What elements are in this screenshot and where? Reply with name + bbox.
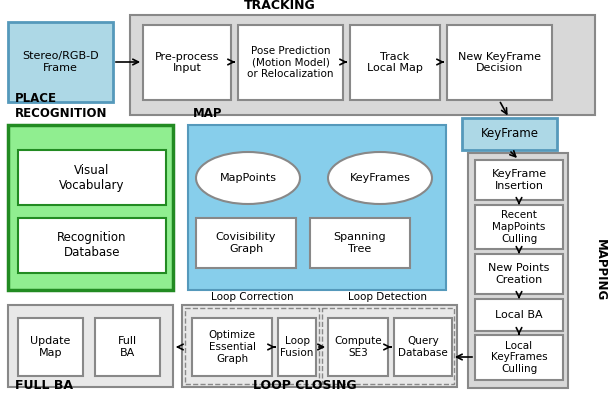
Text: Full
BA: Full BA [118,336,137,358]
Text: Local
KeyFrames
Culling: Local KeyFrames Culling [490,341,547,374]
Text: KeyFrame
Insertion: KeyFrame Insertion [492,169,547,191]
FancyBboxPatch shape [322,308,454,384]
Text: New Points
Creation: New Points Creation [489,263,550,285]
FancyBboxPatch shape [475,160,563,200]
Text: Track
Local Map: Track Local Map [367,52,423,73]
Ellipse shape [328,152,432,204]
Text: Recognition
Database: Recognition Database [57,231,127,259]
Text: Local BA: Local BA [495,310,543,320]
FancyBboxPatch shape [475,254,563,294]
FancyBboxPatch shape [18,150,166,205]
FancyBboxPatch shape [468,153,568,388]
FancyBboxPatch shape [350,25,440,100]
Text: KeyFrame: KeyFrame [481,128,538,140]
FancyBboxPatch shape [143,25,231,100]
Text: TRACKING: TRACKING [244,0,316,12]
FancyBboxPatch shape [328,318,388,376]
FancyBboxPatch shape [8,305,173,387]
Text: Optimize
Essential
Graph: Optimize Essential Graph [208,330,256,364]
Text: Query
Database: Query Database [398,336,448,358]
FancyBboxPatch shape [188,125,446,290]
FancyBboxPatch shape [475,299,563,331]
Text: LOOP CLOSING: LOOP CLOSING [253,379,357,392]
Text: KeyFrames: KeyFrames [349,173,411,183]
Text: Spanning
Tree: Spanning Tree [333,232,386,254]
FancyBboxPatch shape [278,318,316,376]
Text: LOCAL
MAPPING: LOCAL MAPPING [594,239,613,301]
FancyBboxPatch shape [8,22,113,102]
FancyBboxPatch shape [192,318,272,376]
Text: Update
Map: Update Map [30,336,70,358]
FancyBboxPatch shape [130,15,595,115]
FancyBboxPatch shape [238,25,343,100]
FancyBboxPatch shape [18,218,166,273]
FancyBboxPatch shape [447,25,552,100]
Text: Recent
MapPoints
Culling: Recent MapPoints Culling [492,211,546,243]
Text: Visual
Vocabulary: Visual Vocabulary [59,164,125,192]
FancyBboxPatch shape [462,118,557,150]
Text: Compute
SE3: Compute SE3 [334,336,382,358]
Text: Covisibility
Graph: Covisibility Graph [216,232,276,254]
Text: Loop Detection: Loop Detection [349,292,427,302]
Text: MAP: MAP [193,107,223,120]
FancyBboxPatch shape [182,305,457,387]
FancyBboxPatch shape [185,308,319,384]
Text: FULL BA: FULL BA [15,379,73,392]
FancyBboxPatch shape [394,318,452,376]
FancyBboxPatch shape [310,218,410,268]
Text: Pre-process
Input: Pre-process Input [155,52,219,73]
FancyBboxPatch shape [196,218,296,268]
FancyBboxPatch shape [8,125,173,290]
FancyBboxPatch shape [95,318,160,376]
Text: Stereo/RGB-D
Frame: Stereo/RGB-D Frame [22,51,99,73]
FancyBboxPatch shape [18,318,83,376]
Text: Loop
Fusion: Loop Fusion [280,336,314,358]
Ellipse shape [196,152,300,204]
Text: PLACE
RECOGNITION: PLACE RECOGNITION [15,92,107,120]
Text: Loop Correction: Loop Correction [211,292,293,302]
Text: New KeyFrame
Decision: New KeyFrame Decision [458,52,541,73]
FancyBboxPatch shape [475,205,563,249]
Text: MapPoints: MapPoints [219,173,276,183]
Text: Pose Prediction
(Motion Model)
or Relocalization: Pose Prediction (Motion Model) or Reloca… [247,46,333,79]
FancyBboxPatch shape [475,335,563,380]
